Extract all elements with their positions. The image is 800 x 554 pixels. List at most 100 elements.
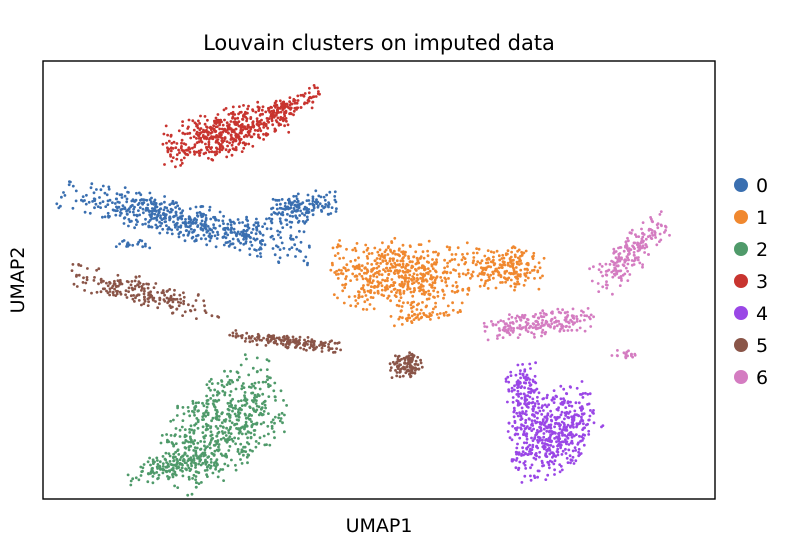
data-point xyxy=(198,122,202,125)
data-point xyxy=(568,325,571,329)
data-point xyxy=(314,200,317,204)
data-point xyxy=(233,246,237,250)
data-point xyxy=(214,416,218,419)
data-point xyxy=(205,402,209,405)
data-point xyxy=(177,232,181,236)
data-point xyxy=(512,415,516,419)
legend-item-1: 1 xyxy=(734,207,768,229)
data-point xyxy=(610,270,614,274)
data-point xyxy=(530,389,534,393)
data-point xyxy=(115,289,118,293)
data-point xyxy=(210,314,214,318)
data-point xyxy=(254,440,258,443)
data-point xyxy=(95,268,98,272)
data-point xyxy=(616,269,620,273)
data-point xyxy=(216,390,219,394)
data-point xyxy=(433,278,437,282)
data-point xyxy=(238,105,241,108)
data-point xyxy=(551,445,555,449)
data-point xyxy=(492,251,496,254)
data-point xyxy=(158,220,162,224)
data-point xyxy=(250,420,253,423)
data-point xyxy=(640,237,644,241)
data-point xyxy=(577,450,580,454)
data-point xyxy=(447,277,450,280)
data-point xyxy=(482,284,486,287)
data-point xyxy=(636,249,640,253)
data-point xyxy=(601,285,605,289)
data-point xyxy=(560,323,564,326)
data-point xyxy=(454,253,458,256)
data-point xyxy=(380,284,384,288)
data-point xyxy=(398,375,402,379)
data-point xyxy=(403,279,407,283)
data-point xyxy=(416,363,420,367)
data-point xyxy=(566,423,570,427)
data-point xyxy=(152,202,156,206)
data-point xyxy=(213,405,217,409)
data-point xyxy=(626,269,629,273)
data-point xyxy=(175,297,179,301)
data-point xyxy=(199,148,203,152)
data-point xyxy=(305,199,309,203)
data-point xyxy=(421,288,425,292)
data-point xyxy=(523,272,527,276)
data-point xyxy=(129,283,133,287)
data-point xyxy=(390,290,393,293)
data-point xyxy=(183,433,187,437)
data-point xyxy=(558,329,562,333)
data-point xyxy=(193,446,197,449)
data-point xyxy=(212,223,216,227)
data-point xyxy=(283,413,286,417)
data-point xyxy=(251,108,255,112)
data-point xyxy=(97,267,101,271)
data-point xyxy=(396,289,400,292)
data-point xyxy=(240,150,244,154)
data-point xyxy=(450,258,454,261)
data-point xyxy=(654,236,657,239)
data-point xyxy=(405,365,409,369)
data-point xyxy=(571,307,575,311)
data-point xyxy=(390,278,394,281)
data-point xyxy=(301,201,305,205)
data-point xyxy=(264,380,268,384)
x-axis-label: UMAP1 xyxy=(346,515,413,537)
data-point xyxy=(480,278,483,282)
data-point xyxy=(464,261,468,264)
data-point xyxy=(306,343,309,346)
data-point xyxy=(193,121,197,125)
data-point xyxy=(306,339,310,343)
data-point xyxy=(403,282,406,286)
data-point xyxy=(393,236,397,240)
data-point xyxy=(245,228,249,232)
data-point xyxy=(171,475,175,479)
data-point xyxy=(614,256,618,260)
data-point xyxy=(111,290,115,294)
data-point xyxy=(237,415,240,418)
data-point xyxy=(525,432,528,435)
data-point xyxy=(229,120,233,123)
data-point xyxy=(548,452,552,456)
data-point xyxy=(230,143,234,147)
data-point xyxy=(169,298,173,302)
data-point xyxy=(402,356,406,360)
data-point xyxy=(522,430,526,433)
data-point xyxy=(147,300,151,304)
data-point xyxy=(187,118,191,122)
data-point xyxy=(291,238,295,241)
data-point xyxy=(564,325,568,328)
data-point xyxy=(368,303,372,306)
data-point xyxy=(395,374,399,378)
data-point xyxy=(155,205,159,209)
data-point xyxy=(538,409,542,413)
data-point xyxy=(72,282,76,286)
data-point xyxy=(106,211,110,215)
data-point xyxy=(176,406,180,410)
data-point xyxy=(259,129,263,133)
data-point xyxy=(534,421,538,425)
data-point xyxy=(231,409,234,413)
data-point xyxy=(192,430,196,434)
data-point xyxy=(229,138,233,141)
data-point xyxy=(486,338,490,342)
data-point xyxy=(211,126,215,130)
